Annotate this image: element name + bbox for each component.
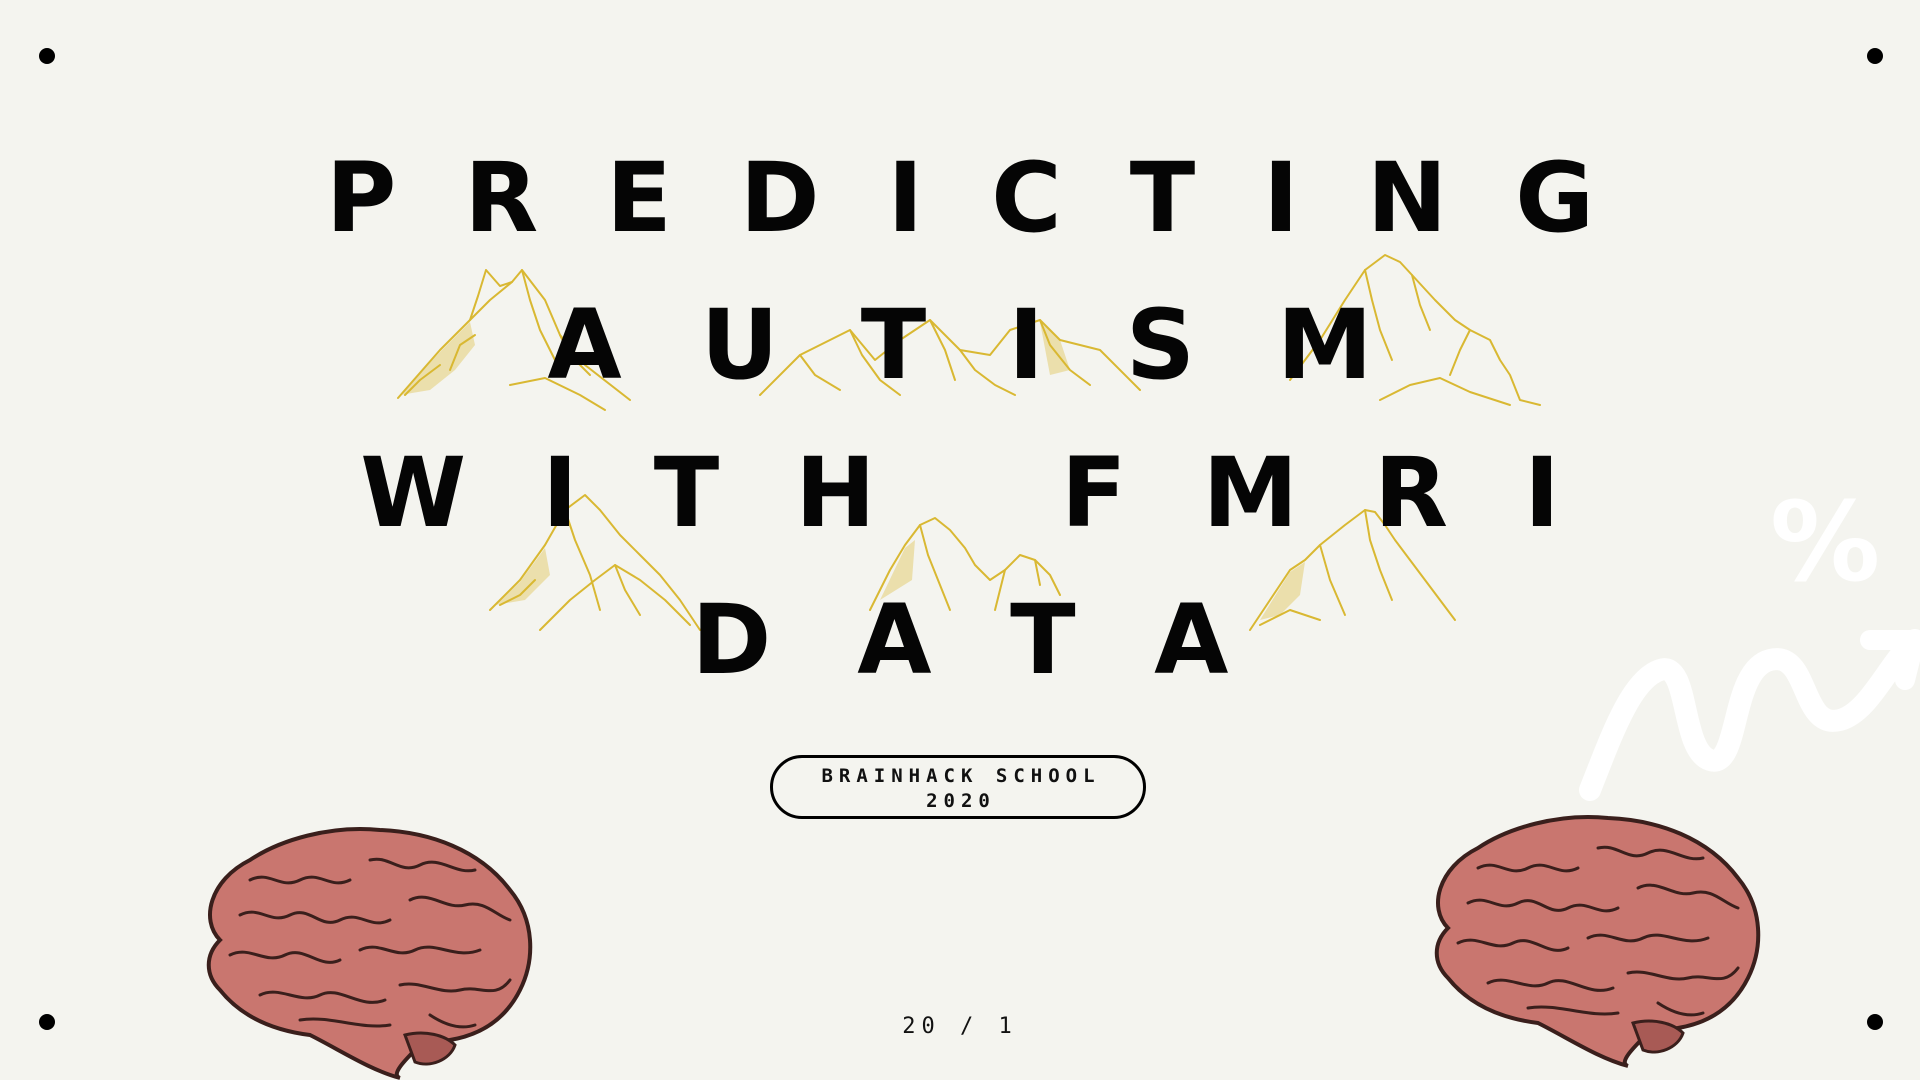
- corner-dot-top-right: [1867, 48, 1883, 64]
- badge-year: 2020: [926, 790, 996, 812]
- corner-dot-bottom-left: [39, 1014, 55, 1030]
- title-line-1: PREDICTING: [325, 142, 1663, 254]
- decorative-squiggle: %: [1579, 480, 1920, 801]
- title-line-2: AUTISM: [547, 289, 1455, 401]
- badge-event-name: BRAINHACK SCHOOL: [821, 765, 1101, 787]
- title-line-4: DATA: [691, 584, 1315, 696]
- page-number: 20 / 1: [902, 1014, 1018, 1039]
- brain-illustration-right: [1434, 815, 1761, 1068]
- brain-illustration-left: [206, 827, 533, 1080]
- corner-dot-top-left: [39, 48, 55, 64]
- event-badge: BRAINHACK SCHOOL 2020: [770, 755, 1146, 819]
- corner-dot-bottom-right: [1867, 1014, 1883, 1030]
- title-line-3: WITH FMRI: [360, 437, 1636, 549]
- percent-icon: %: [1770, 480, 1880, 606]
